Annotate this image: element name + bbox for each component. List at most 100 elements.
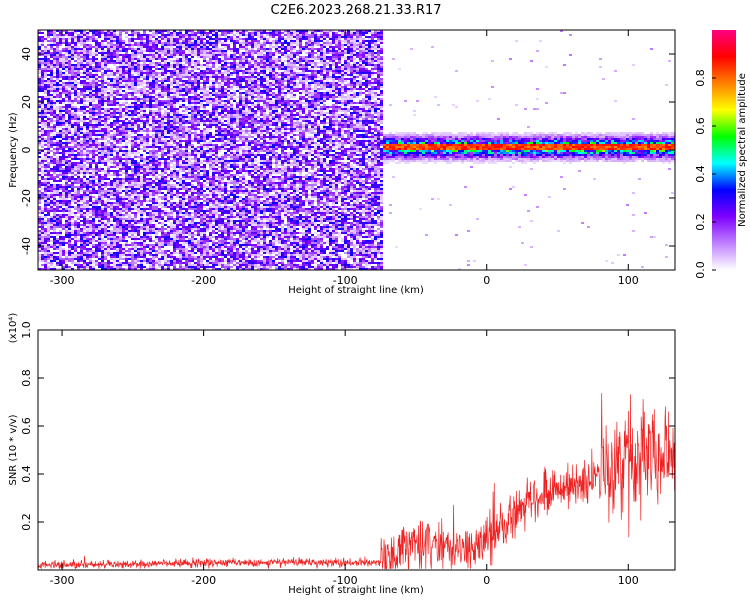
heatmap-cell [113, 150, 116, 152]
heatmap-cell [122, 232, 125, 234]
heatmap-cell [83, 164, 86, 166]
heatmap-cell [77, 240, 80, 242]
heatmap-cell [74, 144, 77, 146]
heatmap-cell [68, 170, 71, 172]
heatmap-cell [146, 46, 149, 48]
heatmap-cell [38, 206, 41, 208]
heatmap-cell [50, 190, 53, 192]
heatmap-cell [38, 196, 41, 198]
heatmap-cell [143, 76, 146, 78]
heatmap-cell [176, 218, 179, 220]
heatmap-cell [74, 32, 77, 34]
heatmap-cell [182, 70, 185, 72]
heatmap-cell [122, 138, 125, 140]
heatmap-cell [74, 220, 77, 222]
heatmap-cell [50, 90, 53, 92]
heatmap-cell [134, 96, 137, 98]
heatmap-cell [80, 136, 83, 138]
heatmap-cell [86, 88, 89, 90]
heatmap-cell [44, 80, 47, 82]
heatmap-cell [74, 212, 77, 214]
heatmap-cell [80, 128, 83, 130]
heatmap-cell [77, 202, 80, 204]
heatmap-cell [140, 56, 143, 58]
heatmap-cell [140, 60, 143, 62]
heatmap-cell [134, 78, 137, 80]
heatmap-cell [137, 78, 140, 80]
heatmap-cell [113, 198, 116, 200]
heatmap-cell [98, 100, 101, 102]
heatmap-cell [98, 236, 101, 238]
heatmap-cell [98, 124, 101, 126]
heatmap-cell [164, 210, 167, 212]
heatmap-cell [110, 136, 113, 138]
heatmap-cell [125, 114, 128, 116]
heatmap-cell [116, 212, 119, 214]
heatmap-cell [143, 254, 146, 256]
heatmap-cell [80, 110, 83, 112]
heatmap-cell [83, 82, 86, 84]
heatmap-cell [71, 194, 74, 196]
heatmap-cell [59, 66, 62, 68]
heatmap-cell [95, 30, 98, 32]
heatmap-cell [104, 86, 107, 88]
heatmap-cell [101, 228, 104, 230]
heatmap-cell [41, 64, 44, 66]
heatmap-cell [137, 54, 140, 56]
heatmap-cell [41, 126, 44, 128]
heatmap-cell [62, 204, 65, 206]
heatmap-cell [47, 66, 50, 68]
heatmap-cell [68, 238, 71, 240]
heatmap-cell [134, 154, 137, 156]
heatmap-cell [80, 260, 83, 262]
heatmap-cell [38, 222, 41, 224]
heatmap-cell [80, 208, 83, 210]
heatmap-cell [38, 84, 41, 86]
heatmap-cell [170, 228, 173, 230]
heatmap-cell [161, 246, 164, 248]
heatmap-cell [140, 238, 143, 240]
heatmap-cell [140, 114, 143, 116]
heatmap-cell [134, 54, 137, 56]
heatmap-cell [56, 44, 59, 46]
heatmap-cell [104, 92, 107, 94]
heatmap-cell [53, 226, 56, 228]
heatmap-cell [176, 240, 179, 242]
heatmap-cell [185, 260, 188, 262]
heatmap-cell [140, 216, 143, 218]
heatmap-cell [104, 134, 107, 136]
heatmap-cell [143, 170, 146, 172]
heatmap-cell [176, 68, 179, 70]
heatmap-cell [137, 186, 140, 188]
heatmap-cell [56, 40, 59, 42]
heatmap-cell [92, 266, 95, 268]
heatmap-cell [62, 106, 65, 108]
heatmap-cell [47, 232, 50, 234]
heatmap-cell [101, 54, 104, 56]
heatmap-cell [155, 150, 158, 152]
heatmap-cell [92, 256, 95, 258]
heatmap-cell [176, 94, 179, 96]
heatmap-cell [38, 232, 41, 234]
heatmap-cell [158, 108, 161, 110]
heatmap-cell [137, 134, 140, 136]
heatmap-cell [128, 254, 131, 256]
heatmap-cell [92, 156, 95, 158]
heatmap-cell [65, 62, 68, 64]
heatmap-cell [86, 240, 89, 242]
heatmap-cell [41, 150, 44, 152]
heatmap-cell [140, 172, 143, 174]
heatmap-cell [140, 268, 143, 270]
heatmap-cell [104, 206, 107, 208]
heatmap-cell [62, 76, 65, 78]
heatmap-cell [161, 96, 164, 98]
heatmap-cell [50, 104, 53, 106]
heatmap-cell [77, 224, 80, 226]
heatmap-cell [170, 46, 173, 48]
heatmap-cell [143, 188, 146, 190]
heatmap-cell [92, 68, 95, 70]
heatmap-cell [68, 138, 71, 140]
heatmap-cell [89, 150, 92, 152]
heatmap-cell [74, 250, 77, 252]
heatmap-cell [155, 170, 158, 172]
